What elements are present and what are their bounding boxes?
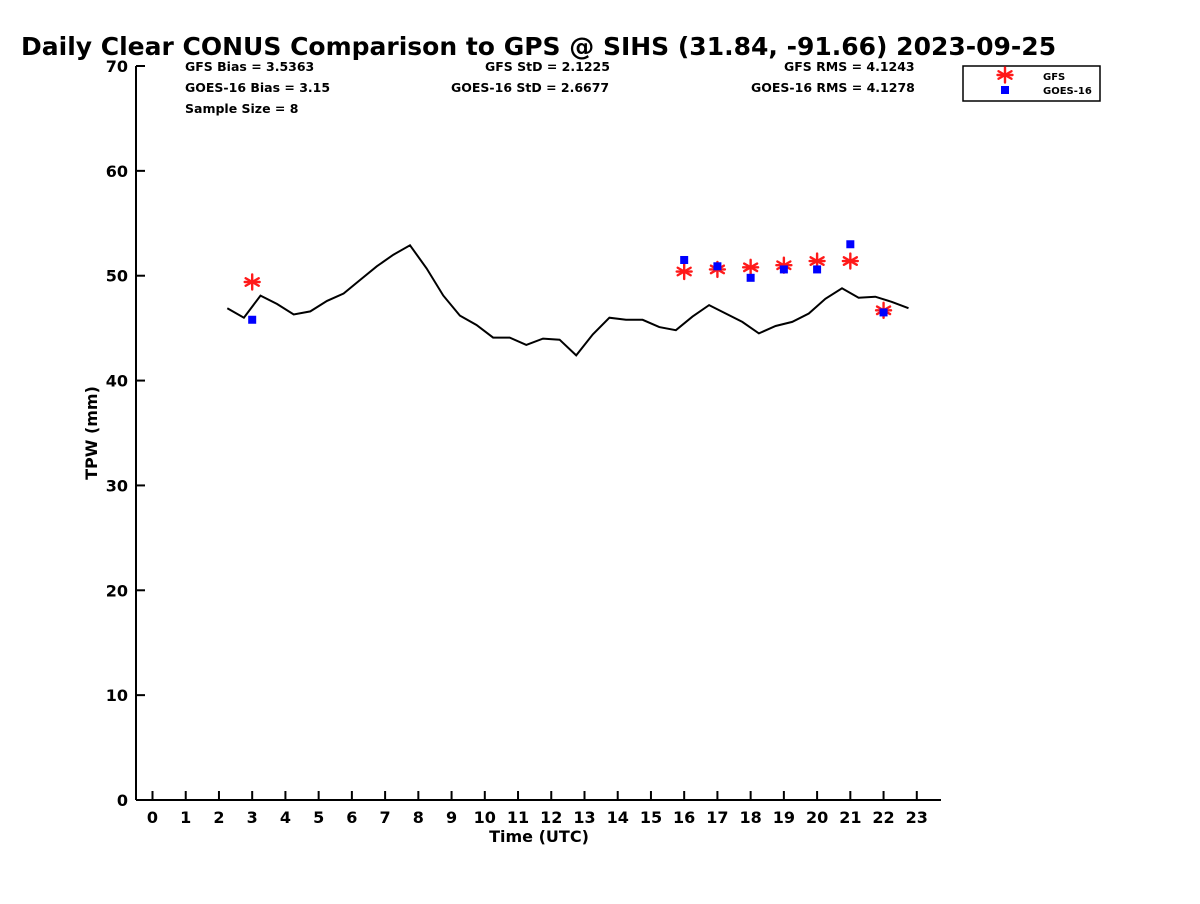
gfs-point [741,258,760,277]
plot-area [226,240,909,357]
goes-16-point [879,308,888,317]
gfs-point [243,273,261,291]
legend-gfs-marker [996,66,1014,84]
y-tick-label: 0 [117,791,128,810]
x-axis-label: Time (UTC) [489,827,589,846]
gfs-point [675,262,693,281]
x-tick-label: 17 [706,808,728,827]
goes-bias-text: GOES-16 Bias = 3.15 [185,80,330,95]
gfs-point [841,252,860,270]
goes-16-point [846,240,855,249]
x-tick-label: 23 [906,808,928,827]
x-tick-label: 7 [380,808,391,827]
x-tick-label: 12 [540,808,562,827]
gps-series-line [226,243,909,357]
gfs-std-text: GFS StD = 2.1225 [485,59,610,74]
x-tick-label: 1 [180,808,191,827]
gfs-rms-text: GFS RMS = 4.1243 [784,59,915,74]
x-tick-label: 10 [474,808,496,827]
y-axis-label: TPW (mm) [82,386,101,480]
legend-goes-marker [1001,86,1009,94]
legend-goes-label: GOES-16 [1043,86,1092,97]
gfs-point [775,256,793,274]
x-tick-label: 14 [607,808,629,827]
chart-title: Daily Clear CONUS Comparison to GPS @ SI… [21,32,1056,61]
y-tick-label: 70 [106,57,128,76]
x-tick-label: 9 [446,808,457,827]
x-tick-label: 13 [573,808,595,827]
goes-rms-text: GOES-16 RMS = 4.1278 [751,80,915,95]
x-tick-label: 19 [773,808,795,827]
goes-16-point [713,262,722,271]
x-tick-label: 21 [839,808,861,827]
sample-size-text: Sample Size = 8 [185,101,298,116]
x-tick-label: 11 [507,808,529,827]
goes-16-point [248,315,257,324]
x-tick-label: 20 [806,808,828,827]
legend-gfs-label: GFS [1043,72,1065,83]
goes-16-point [746,273,755,282]
goes-16-point [680,255,689,264]
x-tick-label: 3 [247,808,258,827]
x-tick-label: 0 [147,808,158,827]
y-tick-label: 60 [106,162,128,181]
stats-block: GFS Bias = 3.5363 GOES-16 Bias = 3.15 Sa… [185,59,915,116]
x-tick-label: 6 [346,808,357,827]
x-tick-label: 5 [313,808,324,827]
y-tick-label: 30 [106,476,128,495]
gfs-bias-text: GFS Bias = 3.5363 [185,59,314,74]
goes-16-point [779,265,788,274]
x-tick-label: 18 [740,808,762,827]
x-tick-label: 22 [872,808,894,827]
y-tick-label: 40 [106,372,128,391]
legend-box [962,65,1101,102]
y-tick-label: 50 [106,267,128,286]
x-tick-label: 16 [673,808,695,827]
x-tick-label: 4 [280,808,291,827]
x-tick-label: 8 [413,808,424,827]
legend: GFS GOES-16 [962,65,1101,102]
y-tick-label: 20 [106,581,128,600]
goes-std-text: GOES-16 StD = 2.6677 [451,80,609,95]
x-tick-label: 15 [640,808,662,827]
x-tick-label: 2 [213,808,224,827]
y-tick-label: 10 [106,686,128,705]
goes-16-point [813,265,822,274]
legend-gfs-asterisk [996,66,1014,84]
